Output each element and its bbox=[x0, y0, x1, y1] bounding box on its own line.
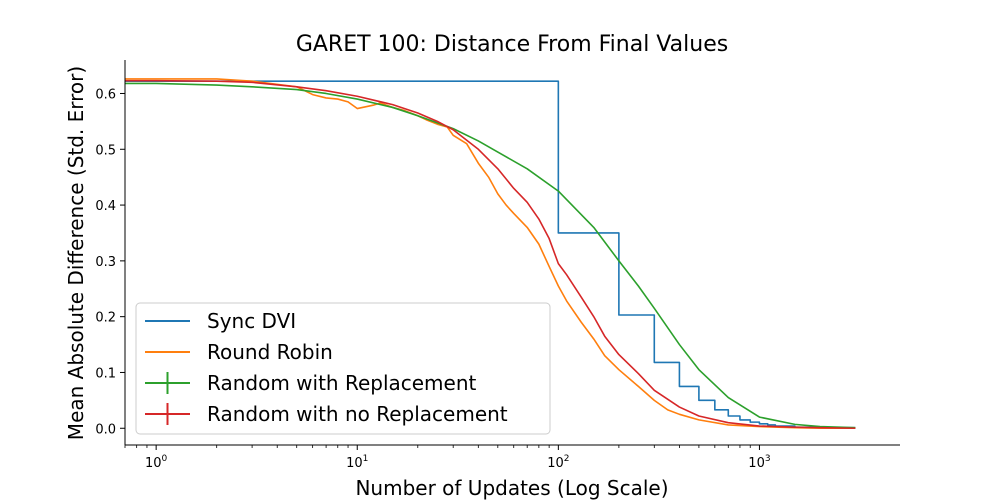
y-tick-label: 0.0 bbox=[95, 422, 116, 437]
legend-label: Sync DVI bbox=[207, 309, 296, 333]
x-tick-base: 10 bbox=[145, 456, 162, 471]
y-tick-label: 0.5 bbox=[95, 143, 116, 158]
x-tick-label: 103 bbox=[748, 454, 770, 471]
legend-label: Random with Replacement bbox=[207, 371, 477, 395]
y-tick-label: 0.4 bbox=[95, 199, 116, 214]
series-line-random-with-no-replacement bbox=[125, 79, 856, 430]
legend-frame bbox=[135, 302, 551, 435]
legend-label: Random with no Replacement bbox=[207, 402, 508, 426]
x-tick-base: 10 bbox=[346, 456, 363, 471]
x-tick-base: 10 bbox=[748, 456, 765, 471]
x-tick-label: 101 bbox=[346, 454, 368, 471]
chart-title: GARET 100: Distance From Final Values bbox=[296, 32, 728, 57]
y-tick-label: 0.3 bbox=[95, 255, 116, 270]
x-ticks: 100 101 102 103 bbox=[124, 445, 771, 471]
x-tick-base: 10 bbox=[547, 456, 564, 471]
legend-entry: Random with Replacement bbox=[145, 371, 477, 395]
y-tick-label: 0.2 bbox=[95, 311, 116, 326]
x-tick-exponent: 2 bbox=[564, 454, 570, 464]
x-axis-label: Number of Updates (Log Scale) bbox=[355, 476, 668, 500]
x-tick-exponent: 1 bbox=[363, 454, 369, 464]
legend-entry: Round Robin bbox=[145, 340, 333, 364]
legend-label: Round Robin bbox=[207, 340, 333, 364]
legend: Sync DVI Round Robin Random with Replaceme… bbox=[135, 302, 551, 435]
x-tick-exponent: 3 bbox=[765, 454, 771, 464]
y-ticks: 0.0 0.1 0.2 0.3 0.4 0.5 0.6 bbox=[95, 87, 125, 437]
x-tick-exponent: 0 bbox=[162, 454, 168, 464]
x-tick-label: 102 bbox=[547, 454, 569, 471]
y-tick-label: 0.6 bbox=[95, 87, 116, 102]
series-line-round-robin bbox=[125, 78, 856, 430]
legend-entry: Sync DVI bbox=[145, 309, 296, 333]
series-line-random-with-replacement bbox=[125, 82, 856, 429]
axes-layer bbox=[124, 60, 900, 446]
y-axis-label: Mean Absolute Difference (Std. Error) bbox=[64, 66, 88, 440]
legend-entry: Random with no Replacement bbox=[145, 402, 508, 426]
x-tick-label: 100 bbox=[145, 454, 168, 471]
series-layer bbox=[125, 78, 856, 430]
y-tick-label: 0.1 bbox=[95, 366, 116, 381]
